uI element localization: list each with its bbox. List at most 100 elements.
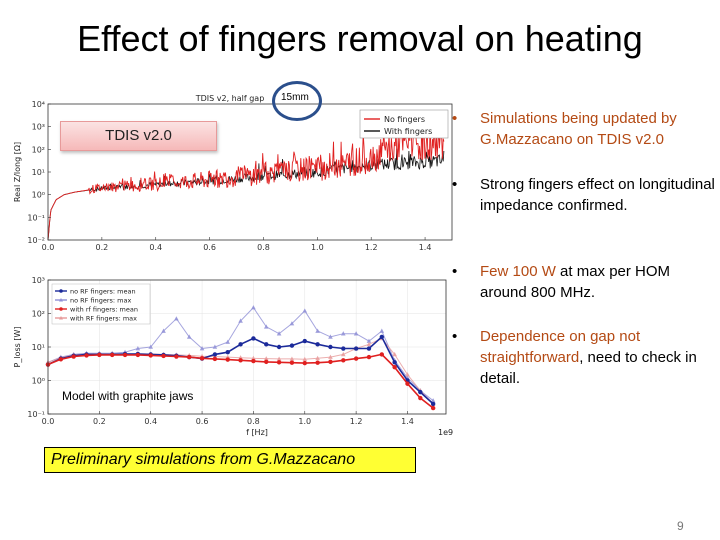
impedance-y-axis-label: Real Z/long [Ω]	[13, 142, 22, 202]
gap-highlight-circle: 15mm	[272, 81, 322, 121]
point-no-rf-fingers-mean	[328, 344, 333, 350]
y-tick-label: 10¹	[32, 343, 45, 352]
bullet-marker: •	[452, 328, 458, 345]
point-with-rf-fingers-max	[366, 341, 372, 347]
point-no-rf-fingers-mean	[264, 342, 269, 347]
point-with-rf-fingers-mean	[238, 358, 243, 363]
x-tick-label: 0.4	[149, 243, 162, 252]
impedance-chart-title: TDIS v2, half gap	[195, 94, 265, 103]
point-with-rf-fingers-mean	[366, 354, 372, 360]
point-no-rf-fingers-max	[328, 334, 333, 339]
x-tick-label: 0.2	[95, 243, 108, 252]
impedance-chart-svg: 0.0 0.2 0.4 0.6 0.8 1.0 1.2 1.4 10⁻² 10⁻¹ 10⁰ 10¹ 10…	[12, 92, 457, 254]
point-no-rf-fingers-mean	[276, 344, 282, 350]
point-with-rf-fingers-mean	[302, 360, 307, 366]
point-no-rf-fingers-mean	[212, 352, 218, 357]
point-with-rf-fingers-mean	[251, 358, 256, 364]
point-with-rf-fingers-mean	[199, 356, 205, 361]
bullet-highlight: Few 100 W	[480, 263, 556, 280]
bullet-item: • Dependence on gap not straightforward,…	[452, 326, 717, 389]
bullet-highlight: Dependence on gap not straightforward	[480, 328, 641, 366]
page-number: 9	[677, 519, 684, 533]
bullet-marker: •	[452, 263, 458, 280]
point-no-rf-fingers-max	[212, 344, 218, 349]
legend-marker-with-rf-fingers-mean	[59, 307, 63, 311]
impedance-chart: 0.0 0.2 0.4 0.6 0.8 1.0 1.2 1.4 10⁻² 10⁻¹ 10⁰ 10¹ 10…	[12, 92, 457, 254]
point-with-rf-fingers-mean	[289, 360, 295, 365]
point-no-rf-fingers-max	[366, 338, 372, 343]
legend-label-no-rf-fingers-mean: no RF fingers: mean	[70, 288, 136, 296]
point-no-rf-fingers-max	[135, 346, 141, 351]
legend-marker-with-rf-fingers-max	[59, 316, 63, 320]
bullet-item: • Few 100 W at max per HOM around 800 MH…	[452, 261, 717, 303]
point-no-rf-fingers-max	[199, 346, 205, 351]
point-no-rf-fingers-mean	[353, 346, 359, 351]
point-no-rf-fingers-max	[302, 308, 308, 313]
bullet-text: Strong fingers effect on longitudinal im…	[480, 176, 715, 214]
x-tick-label: 1.2	[365, 243, 378, 252]
power-loss-chart: 0.0 0.2 0.4 0.6 0.8 1.0 1.2 1.4 10⁻¹ 10⁰ 10¹ 10² 10³…	[12, 268, 457, 440]
point-with-rf-fingers-max	[289, 356, 295, 361]
point-with-rf-fingers-max	[238, 355, 243, 360]
point-with-rf-fingers-mean	[276, 360, 282, 365]
point-no-rf-fingers-mean	[392, 360, 397, 365]
point-with-rf-fingers-mean	[71, 354, 76, 359]
bullet-text: Few 100 W at max per HOM around 800 MHz.	[452, 261, 717, 303]
point-no-rf-fingers-max	[353, 331, 359, 336]
point-with-rf-fingers-max	[302, 356, 308, 362]
point-with-rf-fingers-mean	[430, 405, 436, 411]
bullet-marker: •	[452, 110, 458, 127]
point-no-rf-fingers-max	[251, 305, 256, 310]
point-no-rf-fingers-max	[148, 344, 154, 349]
point-no-rf-fingers-max	[276, 331, 282, 336]
slide-title: Effect of fingers removal on heating	[77, 18, 643, 59]
x-tick-label: 0.6	[196, 417, 209, 426]
point-no-rf-fingers-max	[174, 316, 179, 321]
point-no-rf-fingers-max	[225, 339, 231, 344]
x-tick-label: 0.0	[42, 243, 55, 252]
point-with-rf-fingers-mean	[135, 352, 141, 358]
point-no-rf-fingers-mean	[225, 349, 230, 355]
point-no-rf-fingers-mean	[302, 338, 307, 344]
impedance-legend-box	[359, 109, 449, 139]
point-with-rf-fingers-mean	[353, 356, 359, 361]
point-no-rf-fingers-mean	[430, 401, 436, 407]
y-tick-label: 10²	[32, 310, 45, 319]
point-with-rf-fingers-mean	[161, 353, 166, 359]
legend-label-no-fingers: No fingers	[384, 115, 425, 124]
legend-label-with-rf-fingers-mean: with rf fingers: mean	[70, 306, 138, 314]
point-with-rf-fingers-mean	[392, 364, 397, 370]
point-with-rf-fingers-max	[315, 355, 320, 361]
x-tick-label: 0.4	[144, 417, 157, 426]
bullet-rest: at max per HOM around 800 MHz.	[480, 263, 671, 301]
legend-label-with-fingers: With fingers	[384, 127, 432, 136]
point-with-rf-fingers-mean	[58, 357, 64, 362]
bullet-item: • Simulations being updated by G.Mazzaca…	[452, 108, 717, 150]
power-loss-y-axis-label: P_loss [W]	[13, 327, 22, 368]
x-tick-label: 0.8	[257, 243, 270, 252]
point-no-rf-fingers-mean	[289, 343, 295, 348]
legend-label-no-rf-fingers-max: no RF fingers: max	[70, 297, 131, 305]
point-no-rf-fingers-max	[161, 328, 166, 333]
bullet-text: Simulations being updated by G.Mazzacano…	[480, 110, 677, 148]
y-tick-label: 10⁻²	[27, 236, 45, 245]
power-loss-legend-box	[51, 283, 151, 325]
x-tick-label: 0.8	[247, 417, 260, 426]
point-with-rf-fingers-mean	[97, 352, 102, 358]
point-with-rf-fingers-mean	[418, 395, 423, 401]
impedance-legend: No fingers With fingers	[359, 109, 449, 139]
x-tick-label: 0.0	[42, 417, 55, 426]
legend-marker-no-rf-fingers-max	[59, 298, 63, 302]
legend-marker-no-rf-fingers-mean	[59, 289, 63, 293]
point-no-rf-fingers-max	[263, 324, 269, 329]
x-tick-label: 0.2	[93, 417, 106, 426]
point-with-rf-fingers-max	[276, 356, 282, 361]
x-tick-label: 1.0	[311, 243, 324, 252]
point-with-rf-fingers-mean	[315, 360, 320, 365]
point-with-rf-fingers-mean	[109, 352, 115, 358]
x-tick-label: 1.4	[401, 417, 414, 426]
bullet-item: • Strong fingers effect on longitudinal …	[452, 174, 717, 216]
point-with-rf-fingers-mean	[264, 359, 269, 365]
point-no-rf-fingers-mean	[418, 389, 423, 395]
